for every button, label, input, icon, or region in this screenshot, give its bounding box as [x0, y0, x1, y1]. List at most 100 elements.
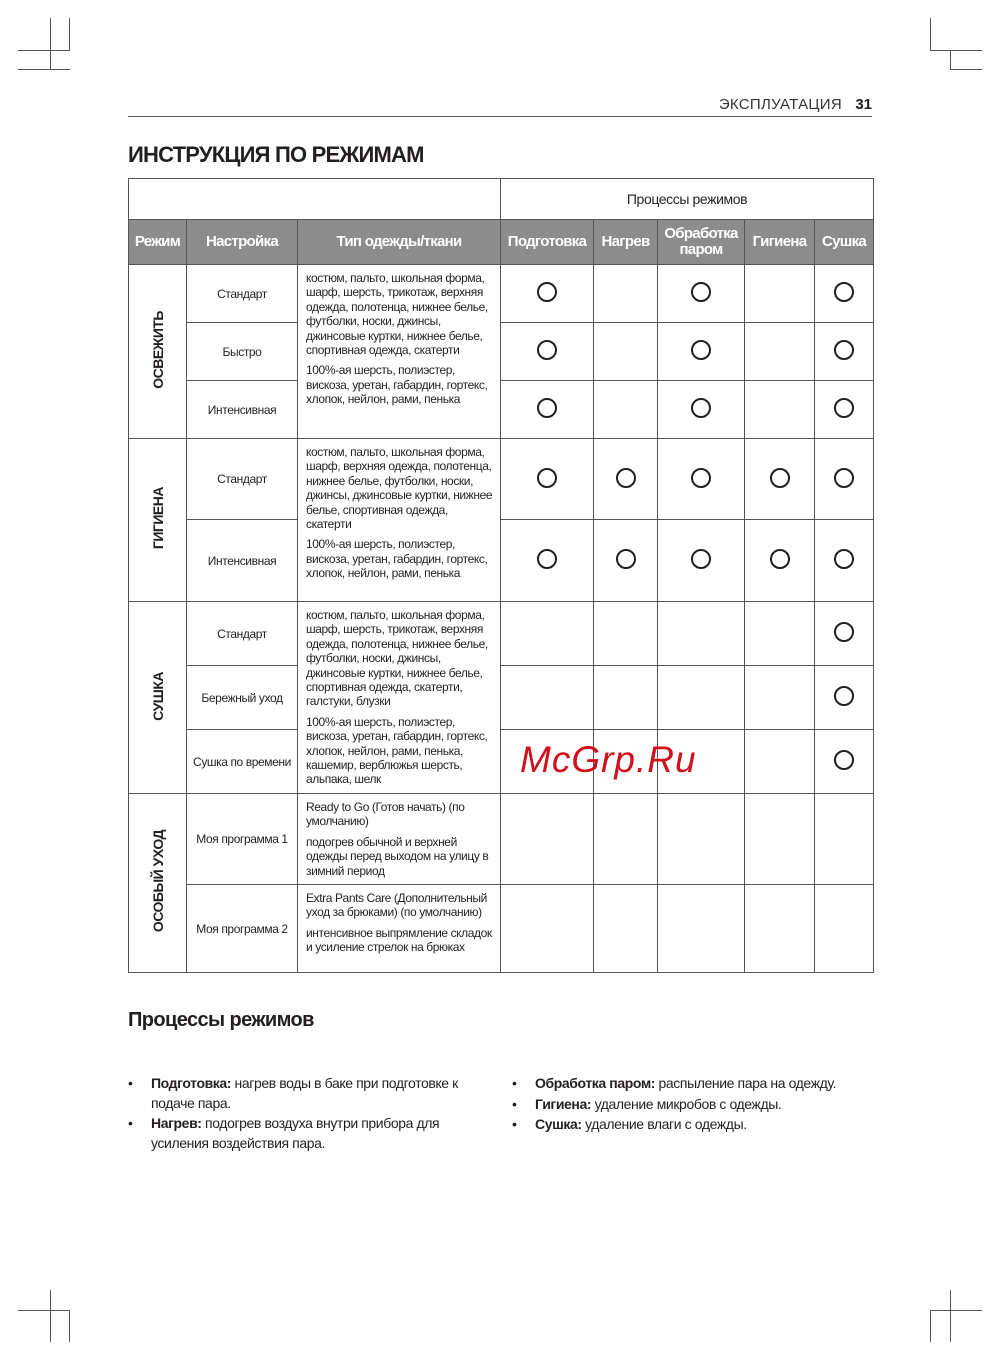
table-row: Моя программа 2 Extra Pants Care (Дополни… — [129, 884, 875, 974]
table-row: Интенсивная — [129, 519, 875, 602]
bullet-term: Сушка: — [535, 1116, 582, 1132]
crop-mark — [18, 50, 70, 51]
fabric-types-text: Extra Pants Care (Дополнительный уход за… — [306, 891, 487, 920]
mode-label: СУШКА — [149, 671, 166, 721]
setting-cell: Стандарт — [186, 601, 298, 666]
table-row: ОСВЕЖИТЬ Стандарт костюм, пальто, школьная… — [128, 264, 875, 439]
process-cell — [814, 729, 875, 794]
crop-mark — [69, 1310, 70, 1342]
fabric-types-cell: Extra Pants Care (Дополнительный уход за… — [296, 884, 502, 974]
column-header: Гигиена — [744, 219, 816, 265]
process-cell — [814, 322, 875, 381]
circle-icon — [834, 398, 855, 418]
table-row: Быстро — [129, 322, 875, 381]
fabric-types-text: костюм, пальто, школьная форма, шарф, ше… — [306, 608, 488, 709]
process-cell — [657, 601, 746, 666]
bullet-item: Подготовка: нагрев воды в баке при подго… — [128, 1074, 468, 1113]
process-cell — [814, 884, 875, 974]
process-cell — [657, 322, 746, 381]
fabric-types-text: Ready to Go (Готов начать) (по умолчанию… — [306, 800, 465, 829]
fabric-types-cell: костюм, пальто, школьная форма, шарф, ше… — [296, 601, 502, 794]
process-cell — [593, 884, 659, 974]
crop-mark — [950, 69, 982, 70]
process-cell — [814, 792, 875, 886]
process-cell — [593, 601, 659, 666]
crop-mark — [950, 50, 951, 70]
circle-icon — [834, 750, 855, 770]
process-cell — [657, 438, 746, 520]
group-header: Процессы режимов — [500, 178, 875, 220]
fabric-types-text: 100%-ая шерсть, полиэстер, вискоза, урет… — [306, 363, 488, 407]
setting-cell: Интенсивная — [186, 380, 298, 439]
page-title: ИНСТРУКЦИЯ ПО РЕЖИМАМ — [128, 142, 424, 167]
process-cell — [500, 601, 595, 666]
setting-cell: Бережный уход — [186, 665, 298, 730]
process-cell — [500, 792, 595, 886]
fabric-types-cell: костюм, пальто, школьная форма, шарф, ше… — [296, 264, 502, 439]
process-cell — [500, 322, 595, 381]
process-cell — [500, 380, 595, 439]
fabric-types-text: интенсивное выпрямление складок и усилен… — [306, 925, 492, 955]
mode-cell: ОСОБЫЙ УХОД — [128, 792, 187, 974]
bullets-right: Обработка паром: распыление пара на одеж… — [512, 1074, 872, 1136]
process-cell — [814, 438, 875, 520]
bullet-item: Гигиена: удаление микробов с одежды. — [512, 1095, 872, 1115]
bullet-item: Обработка паром: распыление пара на одеж… — [512, 1074, 872, 1094]
crop-mark — [50, 1290, 51, 1342]
column-header: Подготовка — [500, 219, 595, 265]
process-cell — [657, 792, 746, 886]
process-cell — [814, 665, 875, 730]
column-header: Нагрев — [593, 219, 659, 265]
process-cell — [593, 665, 659, 730]
circle-icon — [769, 549, 790, 569]
process-cell — [593, 264, 659, 323]
process-cell — [657, 665, 746, 730]
crop-mark — [18, 69, 70, 70]
circle-icon — [834, 549, 855, 569]
crop-mark — [50, 18, 51, 70]
process-cell — [814, 601, 875, 666]
setting-cell: Моя программа 2 — [186, 884, 298, 974]
circle-icon — [834, 686, 855, 706]
bullet-term: Обработка паром: — [535, 1075, 656, 1091]
circle-icon — [615, 467, 636, 488]
mode-label: ОСВЕЖИТЬ — [149, 311, 166, 389]
setting-cell: Стандарт — [186, 264, 298, 323]
process-cell — [744, 380, 816, 439]
setting-cell: Быстро — [186, 322, 298, 381]
process-cell — [744, 264, 816, 323]
modes-table: Процессы режимов Режим Настройка Тип одежд… — [127, 178, 875, 974]
process-cell — [593, 380, 659, 439]
process-cell — [500, 729, 595, 794]
process-cell — [593, 792, 659, 886]
crop-mark — [930, 50, 982, 51]
process-cell — [744, 322, 816, 381]
table-row: Сушка по времени — [129, 729, 875, 794]
process-cell — [744, 601, 816, 666]
table-row: СУШКА Стандарт костюм, пальто, школьная фо… — [128, 601, 875, 794]
circle-icon — [691, 282, 712, 302]
fabric-types-text: 100%-ая шерсть, полиэстер, вискоза, урет… — [306, 714, 488, 787]
circle-icon — [537, 340, 558, 360]
watermark: McGrp.Ru — [520, 739, 697, 780]
circle-icon — [537, 549, 558, 569]
process-cell — [500, 519, 595, 602]
bullet-text: подогрев воздуха внутри прибора для усил… — [151, 1115, 440, 1151]
section-name: ЭКСПЛУАТАЦИЯ — [718, 96, 842, 113]
circle-icon — [615, 549, 636, 569]
process-cell — [657, 729, 746, 794]
process-cell — [744, 438, 816, 520]
process-cell — [744, 665, 816, 730]
process-cell — [500, 884, 595, 974]
process-cell — [500, 665, 595, 730]
process-cell — [657, 264, 746, 323]
bullet-item: Сушка: удаление влаги с одежды. — [512, 1115, 872, 1135]
bullet-text: удаление микробов с одежды. — [591, 1095, 782, 1112]
fabric-types-text: 100%-ая шерсть, полиэстер, вискоза, урет… — [306, 537, 488, 581]
bullets-left: Подготовка: нагрев воды в баке при подго… — [128, 1074, 468, 1154]
crop-mark — [930, 1310, 982, 1311]
circle-icon — [691, 340, 712, 360]
setting-cell: Моя программа 1 — [186, 792, 298, 886]
circle-icon — [769, 467, 790, 488]
table-row: ОСОБЫЙ УХОД Моя программа 1 Ready to Go (Г… — [128, 792, 875, 974]
